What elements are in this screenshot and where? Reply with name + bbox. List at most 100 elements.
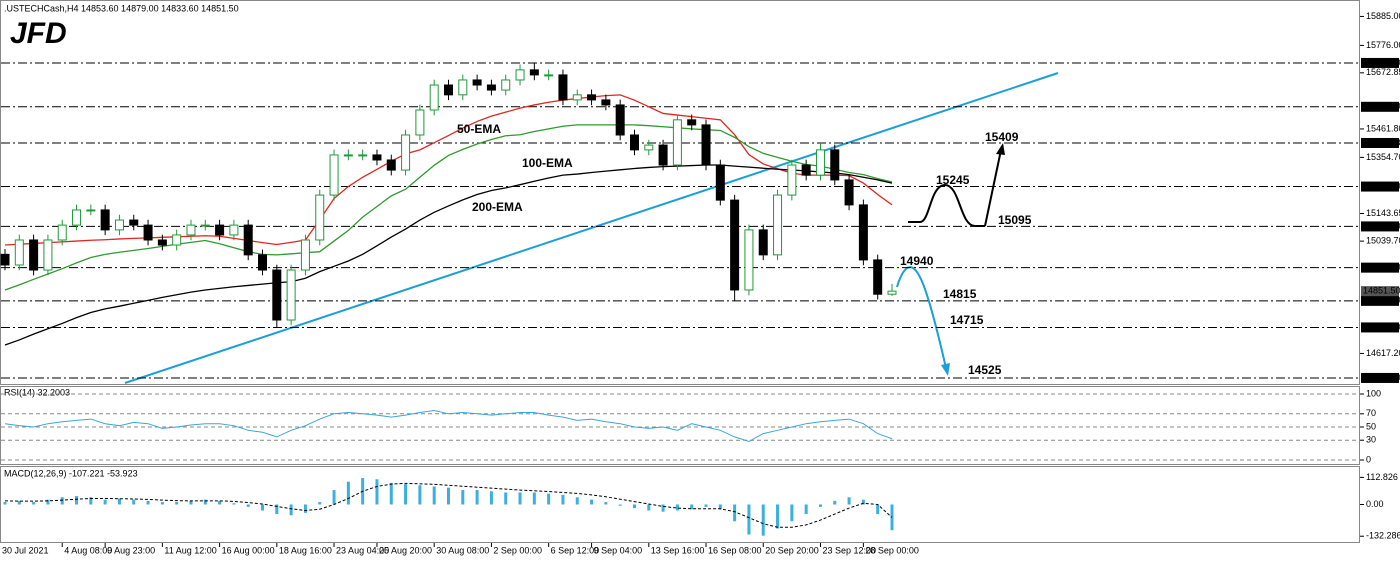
candle-body	[773, 194, 783, 256]
panel-title: MACD(12,26,9) -107.221 -53.923	[4, 468, 138, 478]
macd-bar	[289, 504, 293, 516]
macd-bar	[189, 500, 193, 505]
scenario-label: 14525	[968, 363, 1002, 377]
scenario-label: 14940	[900, 254, 934, 268]
macd-bar	[418, 485, 422, 505]
candle-body	[558, 74, 568, 101]
candle-body	[186, 224, 196, 236]
arrow-head	[996, 143, 1005, 155]
trend-line	[124, 72, 1059, 384]
candle-body	[415, 109, 425, 136]
candle-body	[386, 159, 396, 171]
candle-body	[787, 164, 797, 196]
last-price-label: 14851.50	[1363, 286, 1400, 296]
macd-bar	[876, 504, 880, 515]
candle-body	[300, 239, 310, 271]
macd-bar	[690, 504, 694, 510]
macd-bar	[89, 497, 93, 505]
macd-bar	[3, 502, 7, 505]
macd-bar	[532, 492, 536, 505]
candle-body	[830, 149, 840, 181]
level-label: 15545.00	[1363, 101, 1400, 111]
level-label: 14715.00	[1363, 322, 1400, 332]
candle-body	[544, 74, 554, 77]
rsi-panel	[0, 386, 1360, 465]
y-tick-label: 0	[1366, 454, 1371, 464]
macd-bar	[590, 499, 594, 505]
y-tick-label: 15672.85	[1366, 67, 1400, 77]
candle-body	[587, 94, 597, 101]
ema-line	[4, 164, 893, 346]
macd-bar	[203, 499, 207, 505]
macd-bar	[461, 490, 465, 505]
macd-bar	[117, 498, 121, 505]
candle-body	[372, 154, 382, 161]
candle-body	[844, 179, 854, 206]
macd-bar	[160, 502, 164, 505]
y-tick-label: 15143.65	[1366, 208, 1400, 218]
scenario-label: 15409	[985, 130, 1019, 144]
y-tick-label: 50	[1366, 421, 1376, 431]
macd-bar	[132, 499, 136, 505]
candle-body	[329, 154, 339, 196]
macd-bar	[518, 492, 522, 505]
macd-bar	[604, 502, 608, 505]
x-tick-label: 6 Sep 12:00	[551, 545, 600, 555]
candle-body	[172, 234, 182, 246]
macd-bar	[447, 487, 450, 505]
arrow-head	[941, 363, 950, 376]
candle-body	[429, 84, 439, 111]
candle-body	[358, 154, 368, 157]
candle-body	[229, 224, 239, 236]
macd-bar	[718, 504, 722, 510]
macd-bar	[661, 504, 665, 512]
last-price-box	[1361, 286, 1399, 297]
macd-bar	[861, 499, 865, 505]
ema-label: 50-EMA	[457, 122, 501, 136]
macd-bar	[561, 494, 565, 505]
level-label-box	[1361, 181, 1399, 192]
x-tick-label: 9 Sep 04:00	[594, 545, 643, 555]
macd-bar	[275, 504, 279, 515]
y-tick-label: 0.00	[1366, 499, 1384, 509]
macd-bar	[547, 493, 551, 505]
level-label-box	[1361, 322, 1399, 333]
macd-bar	[818, 504, 822, 507]
macd-bar	[17, 500, 21, 505]
candle-body	[658, 144, 668, 166]
y-tick-label: -132.286	[1366, 531, 1400, 541]
level-label-box	[1361, 262, 1399, 273]
candle-body	[486, 84, 496, 91]
candle-body	[801, 164, 811, 176]
x-tick-label: 30 Aug 08:00	[436, 545, 489, 555]
scenario-path	[896, 266, 947, 369]
candle-body	[687, 119, 697, 126]
level-label-box	[1361, 101, 1399, 112]
candle-body	[57, 224, 67, 241]
y-tick-label: 14617.20	[1366, 348, 1400, 358]
candle-body	[444, 84, 453, 96]
macd-bar	[747, 504, 751, 535]
y-tick-label: 30	[1366, 435, 1376, 445]
macd-bar	[218, 500, 222, 505]
level-label: 14525.00	[1363, 372, 1400, 382]
x-tick-label: 23 Aug 04:00	[336, 545, 389, 555]
macd-bar	[618, 504, 622, 506]
y-tick-label: 15885.00	[1366, 11, 1400, 21]
macd-bar	[303, 504, 307, 513]
level-label: 15095.00	[1363, 221, 1400, 231]
scenario-label: 14715	[950, 313, 984, 327]
macd-bar	[246, 504, 250, 507]
candle-body	[272, 269, 282, 321]
candle-body	[644, 144, 654, 151]
y-tick-label: 100	[1366, 388, 1381, 398]
macd-bar	[647, 504, 651, 511]
macd-bar	[318, 502, 322, 505]
level-label-box	[1361, 372, 1399, 383]
candle-body	[200, 224, 210, 227]
candle-body	[858, 204, 868, 261]
macd-bar	[489, 491, 493, 505]
candle-body	[157, 239, 167, 246]
